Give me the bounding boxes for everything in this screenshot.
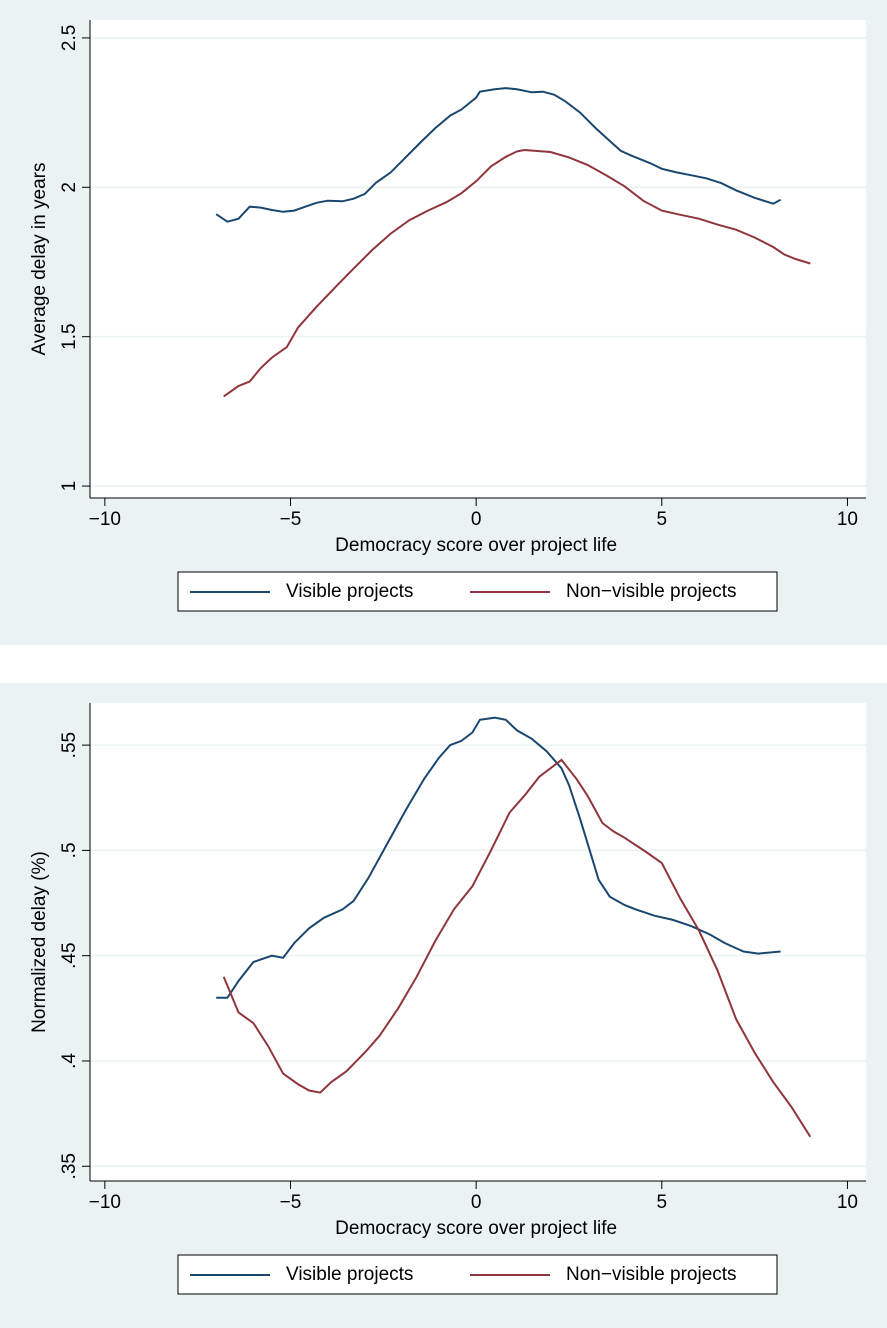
y-tick-label: 1 [59,481,80,492]
plot-area [90,703,866,1181]
y-tick-label: .35 [59,1153,80,1179]
chart-panel: .35 .4 .45 .5 .55 −10 −5 0 5 10 Democracy score ov… [0,683,887,1328]
y-tick-label: .5 [59,842,80,858]
data-line [216,716,781,999]
x-tick-label: −5 [280,509,302,530]
legend-label: Visible projects [286,581,413,602]
x-tick-label: −10 [89,1192,121,1213]
y-axis-label: Normalized delay (%) [29,851,50,1033]
chart-panel: 1 1.5 2 2.5 −10 −5 0 5 10 Democracy score over pr… [0,0,887,645]
x-tick-label: −5 [280,1192,302,1213]
x-tick-label: 0 [471,1192,482,1213]
y-tick-label: 2 [59,182,80,193]
y-tick-label: 1.5 [59,323,80,349]
x-axis-label: Democracy score over project life [335,1218,617,1239]
x-tick-label: 0 [471,509,482,530]
x-tick-label: 5 [657,1192,668,1213]
x-tick-label: 10 [837,1192,858,1213]
legend-label: Visible projects [286,1264,413,1285]
y-tick-label: .4 [59,1053,80,1069]
legend-label: Non−visible projects [566,581,737,602]
x-tick-label: 5 [657,509,668,530]
y-tick-label: .55 [59,732,80,758]
data-line [223,148,811,398]
y-tick-label: 2.5 [59,25,80,51]
plot-area [90,20,866,498]
x-tick-label: −10 [89,509,121,530]
y-axis-label: Average delay in years [29,163,50,356]
x-tick-label: 10 [837,509,858,530]
data-line [222,758,812,1138]
legend-label: Non−visible projects [566,1264,737,1285]
data-line [215,87,782,223]
y-tick-label: .45 [59,942,80,968]
x-axis-label: Democracy score over project life [335,535,617,556]
